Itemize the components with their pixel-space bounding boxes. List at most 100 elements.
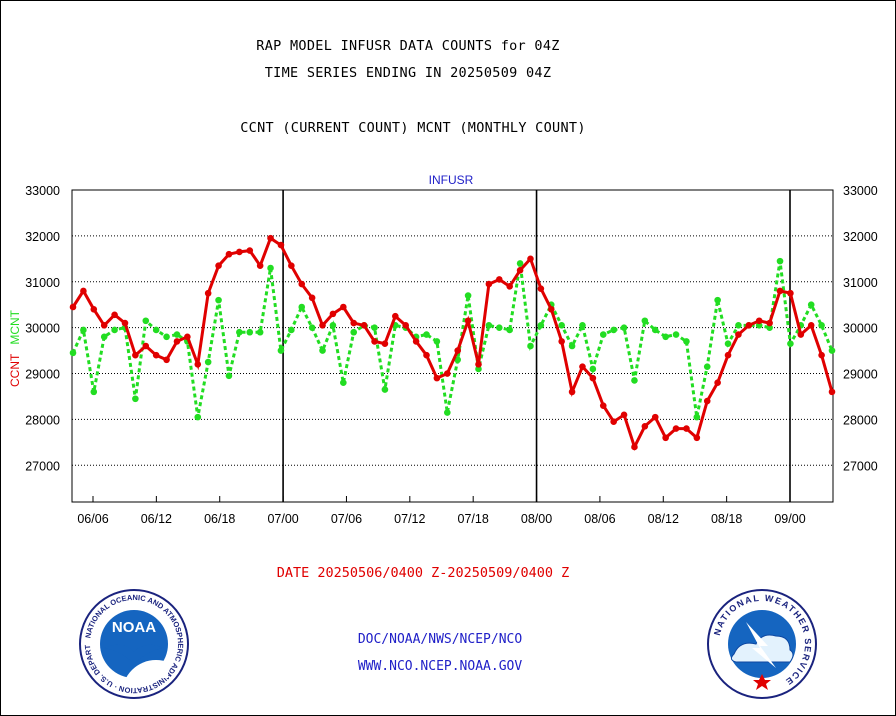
point-ccnt bbox=[641, 422, 649, 430]
point-mcnt bbox=[672, 331, 680, 338]
website-link[interactable]: WWW.NCO.NCEP.NOAA.GOV bbox=[357, 659, 523, 674]
point-ccnt bbox=[599, 402, 607, 409]
y-tick-label-right: 29000 bbox=[843, 368, 878, 382]
chart-title-line-2: TIME SERIES ENDING IN 20250509 04Z bbox=[264, 65, 552, 81]
point-ccnt bbox=[506, 283, 513, 290]
point-mcnt bbox=[256, 328, 264, 336]
series-line-ccnt bbox=[71, 235, 834, 451]
plot-title: INFUSR bbox=[429, 173, 474, 187]
point-ccnt bbox=[828, 388, 836, 396]
point-ccnt bbox=[735, 331, 742, 338]
point-ccnt bbox=[319, 322, 326, 329]
point-mcnt bbox=[340, 379, 347, 387]
y-tick-label-right: 30000 bbox=[843, 322, 878, 336]
point-mcnt bbox=[454, 356, 461, 364]
chart-subtitle: CCNT (CURRENT COUNT) MCNT (MONTHLY COUNT… bbox=[240, 120, 586, 136]
point-mcnt bbox=[433, 338, 441, 345]
y-tick-label-right: 33000 bbox=[843, 184, 878, 198]
point-mcnt bbox=[558, 322, 565, 329]
point-ccnt bbox=[807, 322, 815, 329]
point-ccnt bbox=[184, 333, 191, 341]
point-ccnt bbox=[558, 338, 565, 345]
y-tick-label-left: 31000 bbox=[25, 276, 60, 290]
point-mcnt bbox=[568, 342, 576, 350]
y-tick-label-left: 28000 bbox=[25, 413, 60, 427]
point-ccnt bbox=[360, 322, 368, 329]
point-ccnt bbox=[402, 322, 410, 329]
svg-text:NOAA: NOAA bbox=[112, 619, 156, 636]
point-mcnt bbox=[350, 328, 358, 336]
point-ccnt bbox=[392, 312, 399, 320]
point-ccnt bbox=[703, 397, 711, 405]
point-mcnt bbox=[111, 326, 118, 334]
point-ccnt bbox=[246, 247, 254, 254]
point-mcnt bbox=[464, 292, 472, 299]
point-mcnt bbox=[444, 409, 451, 416]
point-mcnt bbox=[267, 264, 274, 272]
point-ccnt bbox=[194, 361, 202, 368]
point-ccnt bbox=[173, 338, 181, 345]
point-mcnt bbox=[662, 333, 669, 341]
y-tick-label-right: 31000 bbox=[843, 276, 878, 290]
point-mcnt bbox=[724, 340, 732, 348]
point-ccnt bbox=[412, 338, 420, 345]
x-tick-label: 08/00 bbox=[521, 512, 552, 526]
point-ccnt bbox=[236, 248, 243, 256]
point-ccnt bbox=[797, 331, 805, 338]
point-mcnt bbox=[579, 322, 586, 329]
point-mcnt bbox=[80, 326, 87, 334]
point-mcnt bbox=[319, 347, 326, 354]
y-tick-label-right: 28000 bbox=[843, 413, 878, 427]
point-ccnt bbox=[766, 319, 773, 327]
point-mcnt bbox=[537, 322, 545, 329]
x-tick-label: 07/00 bbox=[267, 512, 298, 526]
point-mcnt bbox=[194, 413, 202, 421]
y-tick-label-left: 32000 bbox=[25, 230, 60, 244]
point-mcnt bbox=[152, 326, 160, 334]
point-ccnt bbox=[371, 338, 378, 345]
point-mcnt bbox=[423, 331, 430, 338]
point-ccnt bbox=[350, 319, 358, 327]
x-tick-label: 07/06 bbox=[331, 512, 362, 526]
x-tick-label: 07/12 bbox=[394, 512, 425, 526]
point-mcnt bbox=[371, 324, 378, 331]
point-ccnt bbox=[267, 234, 274, 242]
point-ccnt bbox=[381, 340, 389, 348]
x-tick-label: 07/18 bbox=[458, 512, 489, 526]
point-mcnt bbox=[610, 326, 617, 334]
point-mcnt bbox=[683, 338, 690, 345]
series-layer bbox=[69, 234, 836, 451]
point-ccnt bbox=[755, 317, 763, 325]
point-ccnt bbox=[80, 287, 87, 295]
point-mcnt bbox=[485, 322, 493, 329]
point-mcnt bbox=[100, 333, 108, 341]
series-line-mcnt bbox=[71, 260, 834, 418]
date-range: DATE 20250506/0400 Z-20250509/0400 Z bbox=[276, 565, 570, 581]
point-mcnt bbox=[631, 377, 638, 384]
point-ccnt bbox=[204, 289, 212, 297]
point-mcnt bbox=[787, 340, 794, 348]
point-ccnt bbox=[433, 374, 441, 382]
point-mcnt bbox=[142, 317, 150, 325]
doc-link[interactable]: DOC/NOAA/NWS/NCEP/NCO bbox=[357, 632, 523, 647]
point-ccnt bbox=[329, 310, 337, 318]
point-ccnt bbox=[537, 285, 545, 292]
point-mcnt bbox=[298, 303, 306, 311]
point-ccnt bbox=[579, 363, 586, 370]
point-mcnt bbox=[735, 322, 742, 329]
point-mcnt bbox=[163, 333, 170, 341]
svg-text:CCNTMCNT: CCNT MCNT bbox=[8, 309, 22, 387]
point-ccnt bbox=[444, 370, 451, 377]
point-ccnt bbox=[610, 418, 617, 426]
point-ccnt bbox=[225, 250, 233, 258]
point-mcnt bbox=[693, 413, 701, 421]
point-ccnt bbox=[152, 351, 160, 359]
point-ccnt bbox=[485, 280, 493, 288]
y-axis-label-ccnt: CCNT bbox=[8, 353, 22, 387]
point-mcnt bbox=[225, 372, 233, 380]
point-ccnt bbox=[298, 280, 306, 288]
point-mcnt bbox=[714, 296, 721, 304]
point-ccnt bbox=[631, 443, 638, 451]
point-mcnt bbox=[527, 342, 534, 350]
point-mcnt bbox=[766, 324, 773, 331]
